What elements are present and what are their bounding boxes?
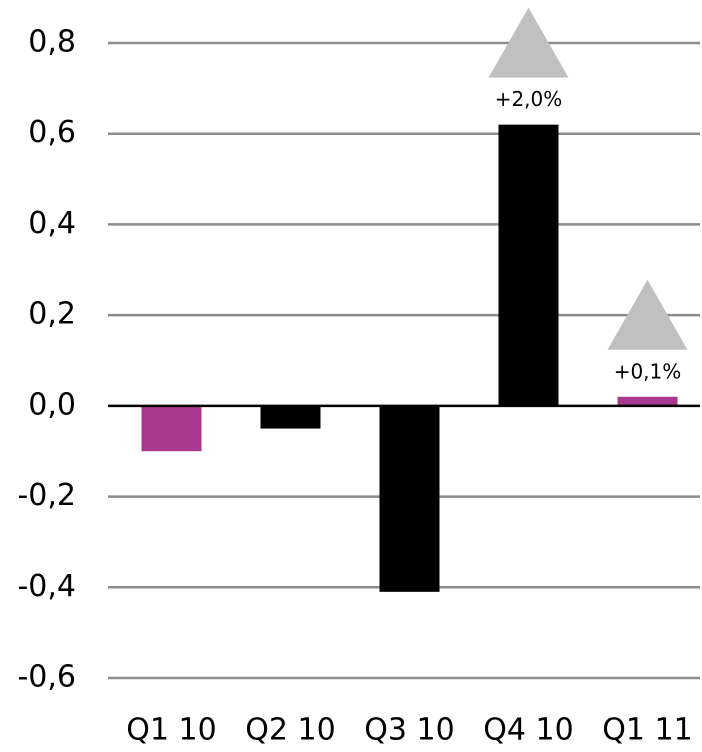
bar xyxy=(141,405,202,452)
y-tick-label: 0,6 xyxy=(28,115,76,150)
y-tick-label: 0,0 xyxy=(28,387,76,422)
y-tick-label: -0,2 xyxy=(17,478,76,513)
x-tick-label: Q2 10 xyxy=(245,713,335,748)
bar xyxy=(498,124,559,406)
y-tick-label: -0,6 xyxy=(17,660,76,695)
bar xyxy=(379,405,440,592)
bar xyxy=(260,405,321,429)
annotation-marker xyxy=(488,7,569,78)
x-tick-label: Q1 10 xyxy=(126,713,216,748)
annotation-marker xyxy=(607,279,688,350)
x-tick-label: Q3 10 xyxy=(364,713,454,748)
y-tick-label: -0,4 xyxy=(17,569,76,604)
bar xyxy=(617,396,678,406)
annotation-label: +0,1% xyxy=(614,359,682,383)
x-tick-label: Q4 10 xyxy=(483,713,573,748)
x-tick-label: Q1 11 xyxy=(602,713,692,748)
y-tick-label: 0,4 xyxy=(28,206,76,241)
y-tick-label: 0,8 xyxy=(28,25,76,60)
y-tick-label: 0,2 xyxy=(28,297,76,332)
annotation-label: +2,0% xyxy=(495,87,563,111)
